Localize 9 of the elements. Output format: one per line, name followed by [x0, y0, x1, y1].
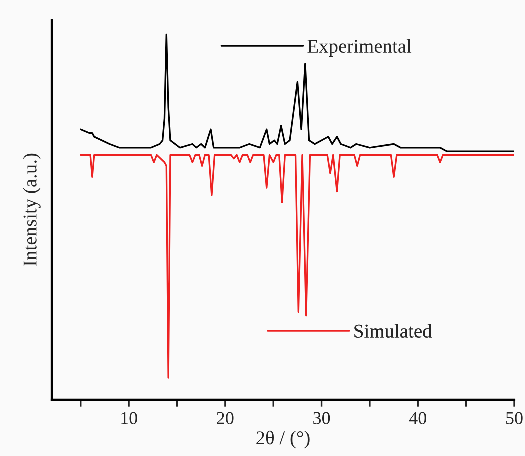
x-tick-label: 40 — [409, 412, 426, 424]
legend-label: Experimental — [308, 39, 412, 57]
x-tick-label: 10 — [122, 412, 138, 424]
x-axis-title: 2θ / (°) — [256, 430, 310, 449]
legend-label: Simulated — [354, 324, 432, 338]
x-tick-label: 20 — [217, 412, 234, 424]
y-axis-title: Intensity (a.u.) — [23, 154, 41, 266]
x-tick-label: 50 — [506, 412, 523, 424]
x-tick-label: 30 — [314, 412, 330, 424]
